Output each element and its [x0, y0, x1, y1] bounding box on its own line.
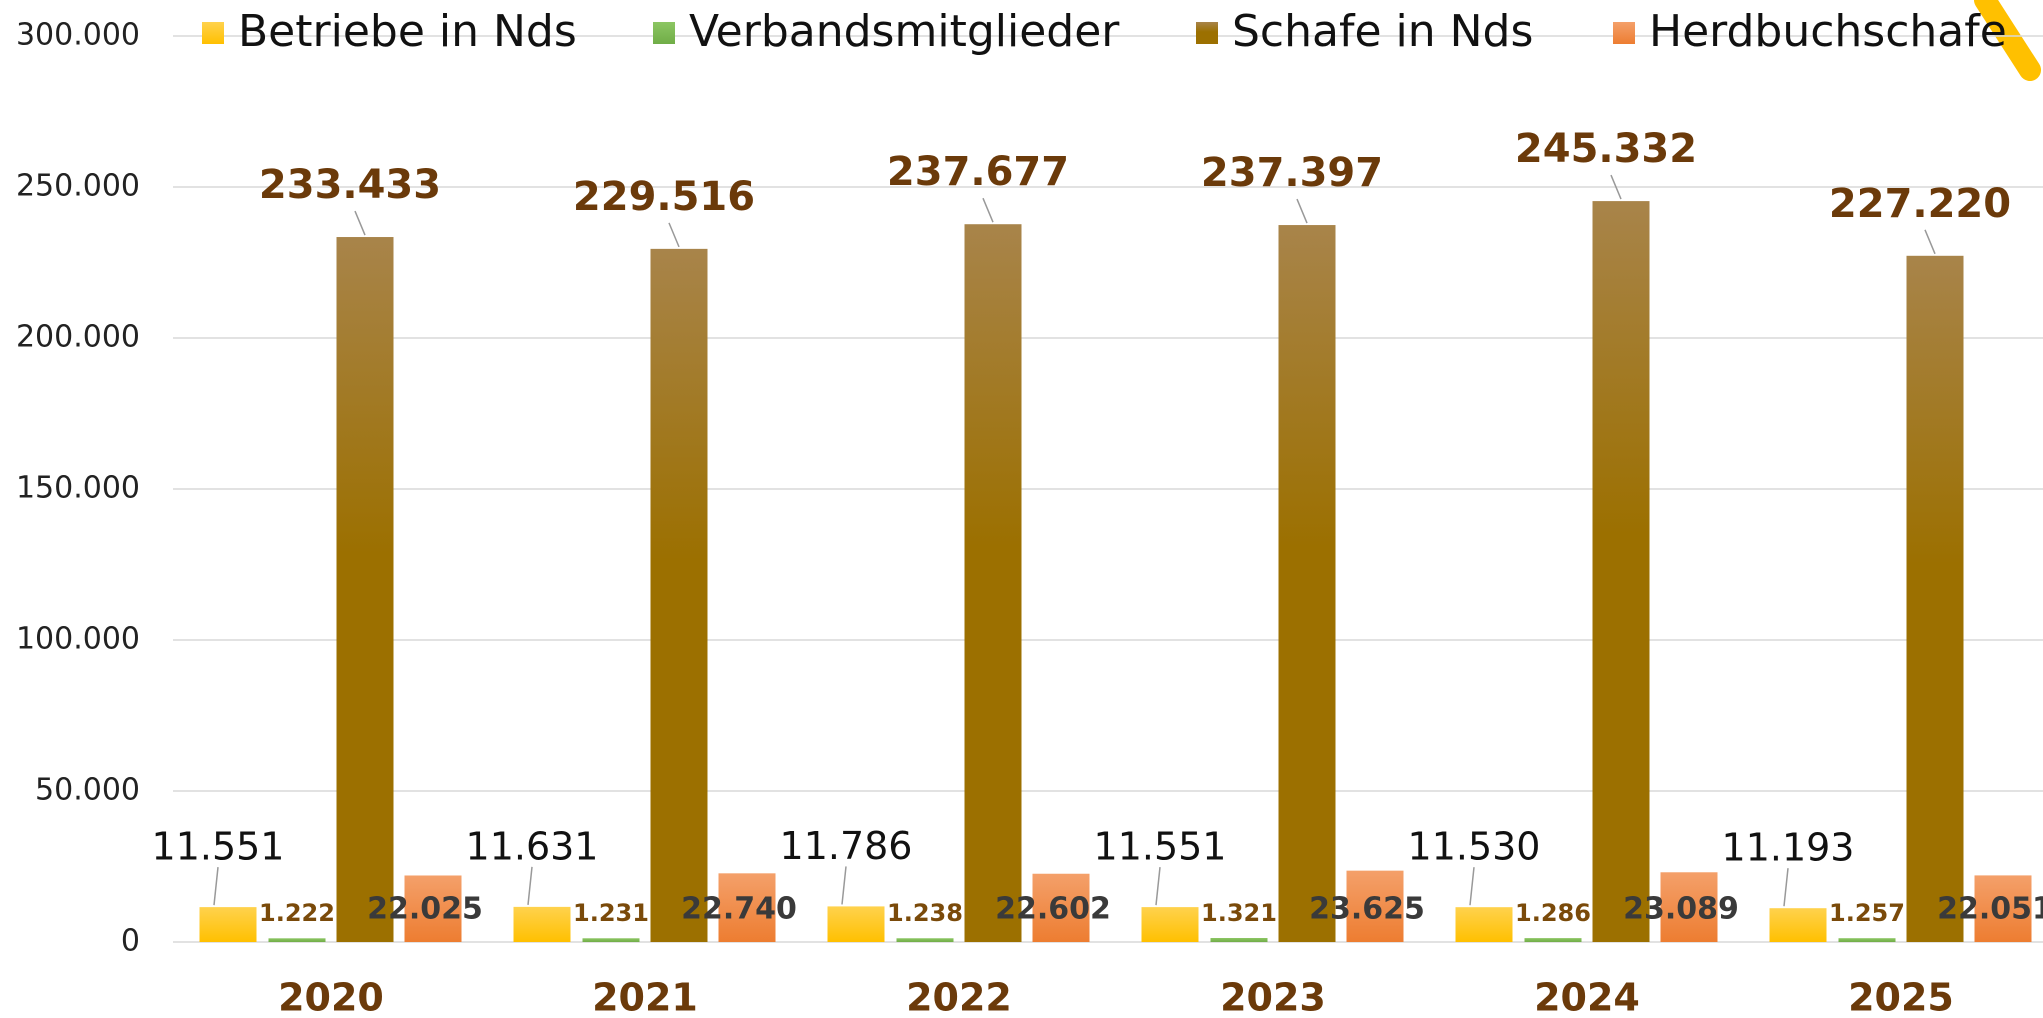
bar: [1660, 872, 1718, 942]
data-label: 22.740: [681, 892, 797, 927]
data-label: 23.625: [1309, 892, 1425, 927]
leader-line: [982, 197, 994, 223]
data-label: 1.238: [887, 899, 963, 927]
bar: [513, 906, 571, 942]
leader-line: [1469, 867, 1475, 906]
bar: [1769, 908, 1827, 942]
data-label: 1.231: [573, 899, 649, 927]
decoration: [1974, 0, 2041, 81]
data-label: 1.321: [1201, 899, 1277, 927]
bar: [1346, 870, 1404, 942]
data-label: 11.631: [466, 824, 599, 868]
bar: [1141, 907, 1199, 942]
data-label: 229.516: [573, 174, 755, 220]
leader-line: [668, 222, 680, 248]
data-label: 1.286: [1515, 899, 1591, 927]
x-tick-label: 2020: [278, 976, 384, 1018]
bar: [1210, 938, 1268, 942]
bar: [1455, 907, 1513, 942]
data-label: 22.025: [367, 892, 483, 927]
y-tick-label: 250.000: [16, 169, 140, 204]
data-label: 11.530: [1408, 825, 1541, 869]
legend-label: Herdbuchschafe: [1649, 6, 2007, 57]
bar: [964, 224, 1022, 942]
bar: [1032, 873, 1090, 942]
bar: [1838, 938, 1896, 942]
leader-line: [1783, 868, 1789, 907]
bar: [896, 938, 954, 942]
x-tick-label: 2023: [1220, 976, 1326, 1018]
data-label: 11.786: [780, 824, 913, 868]
data-label: 11.193: [1722, 826, 1855, 870]
x-tick-label: 2025: [1848, 976, 1954, 1018]
bar: [268, 938, 326, 942]
data-label: 237.677: [887, 149, 1069, 195]
bar: [1592, 201, 1650, 943]
bar: [404, 875, 462, 942]
bar: [1974, 875, 2032, 942]
leader-line: [1610, 174, 1622, 200]
data-label: 237.397: [1201, 150, 1383, 196]
legend-label: Betriebe in Nds: [238, 6, 577, 57]
data-label: 22.051: [1937, 892, 2043, 927]
data-label: 22.602: [995, 892, 1111, 927]
y-tick-label: 200.000: [16, 320, 140, 355]
leader-line: [1924, 229, 1936, 255]
data-label: 227.220: [1829, 181, 2011, 227]
data-label: 11.551: [152, 825, 285, 869]
legend-label: Schafe in Nds: [1232, 6, 1533, 57]
legend-swatch: [1613, 22, 1635, 44]
data-label: 1.257: [1829, 899, 1905, 927]
data-label: 233.433: [259, 162, 441, 208]
data-label: 11.551: [1094, 825, 1227, 869]
x-tick-label: 2024: [1534, 976, 1640, 1018]
leader-line: [527, 866, 533, 905]
y-tick-label: 150.000: [16, 471, 140, 506]
leader-line: [1155, 867, 1161, 906]
bar: [718, 873, 776, 942]
y-tick-label: 50.000: [35, 773, 140, 808]
bar: [650, 248, 708, 942]
leader-line: [841, 866, 847, 905]
bar: [1524, 938, 1582, 942]
y-tick-label: 300.000: [16, 18, 140, 53]
data-label: 245.332: [1515, 126, 1697, 172]
legend-swatch: [1196, 22, 1218, 44]
bar: [827, 906, 885, 942]
leader-line: [1296, 198, 1308, 224]
x-tick-label: 2021: [592, 976, 698, 1018]
x-tick-label: 2022: [906, 976, 1012, 1018]
data-label: 1.222: [259, 899, 335, 927]
bar: [336, 237, 394, 942]
legend-swatch: [202, 22, 224, 44]
legend-label: Verbandsmitglieder: [689, 6, 1120, 57]
bar: [582, 938, 640, 942]
legend-swatch: [653, 22, 675, 44]
leader-line: [213, 867, 219, 906]
bar: [1906, 255, 1964, 942]
data-label: 23.089: [1623, 892, 1739, 927]
leader-line: [354, 210, 366, 236]
bar: [199, 907, 257, 942]
y-tick-label: 0: [121, 924, 140, 959]
bar: [1278, 225, 1336, 943]
y-tick-label: 100.000: [16, 622, 140, 657]
